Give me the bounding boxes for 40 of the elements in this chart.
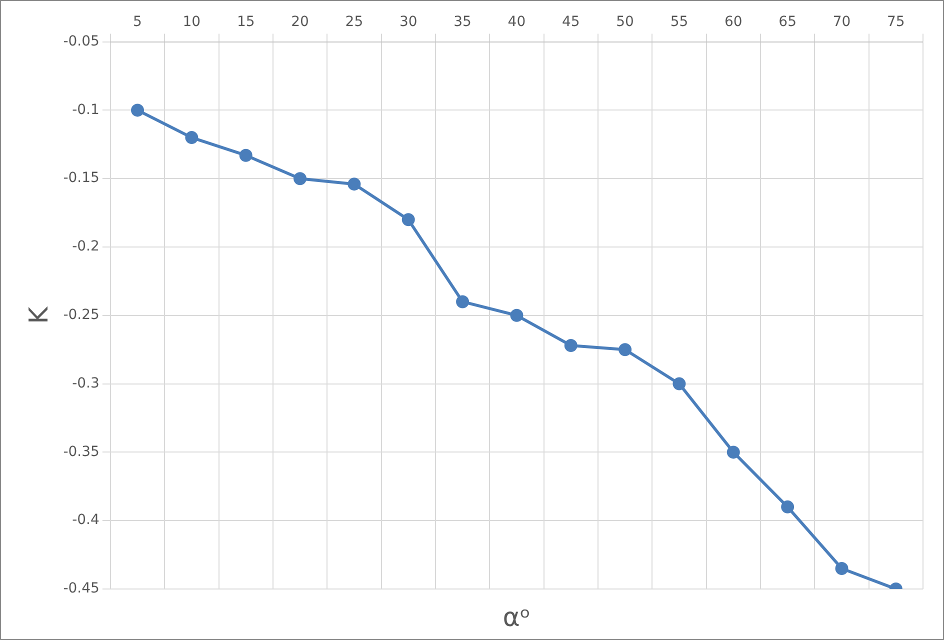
y-axis-title: K — [24, 306, 54, 324]
point — [348, 178, 361, 191]
y-tick-label: -0.2 — [72, 238, 100, 255]
point — [781, 500, 794, 514]
point — [456, 295, 470, 308]
point — [618, 343, 632, 356]
x-tick-label: 20 — [291, 14, 309, 30]
x-axis-title: αᵒ — [502, 602, 531, 633]
x-tick-label: 45 — [562, 14, 580, 30]
x-tick-label: 75 — [887, 14, 905, 30]
x-tick-label: 70 — [832, 14, 851, 30]
point — [185, 131, 198, 144]
x-tick-label: 15 — [236, 14, 255, 30]
x-tick-label: 50 — [616, 14, 634, 30]
y-tick-label: -0.4 — [72, 512, 100, 528]
x-tick-label: 40 — [508, 14, 526, 30]
y-tick-label: -0.05 — [63, 33, 100, 50]
x-tick-label: 30 — [399, 14, 418, 30]
y-tick-label: -0.3 — [72, 375, 100, 392]
point — [835, 562, 848, 575]
y-tick-label: -0.25 — [63, 307, 100, 324]
point — [672, 377, 686, 390]
point — [239, 148, 252, 162]
x-tick-label: 10 — [182, 14, 201, 30]
point — [402, 213, 415, 226]
point — [294, 172, 307, 186]
x-tick-label: 25 — [345, 14, 364, 30]
y-tick-label: -0.35 — [63, 444, 100, 460]
y-tick-label: -0.15 — [63, 170, 100, 186]
point — [131, 104, 144, 117]
x-tick-label: 60 — [724, 14, 742, 30]
point — [510, 308, 524, 322]
y-tick-label: -0.1 — [72, 102, 100, 118]
point — [564, 338, 578, 352]
x-tick-label: 35 — [454, 14, 472, 30]
y-tick-label: -0.45 — [63, 580, 100, 597]
x-tick-label: 5 — [133, 14, 142, 30]
point — [726, 446, 740, 459]
x-tick-label: 55 — [670, 14, 688, 30]
x-tick-label: 65 — [778, 14, 796, 30]
